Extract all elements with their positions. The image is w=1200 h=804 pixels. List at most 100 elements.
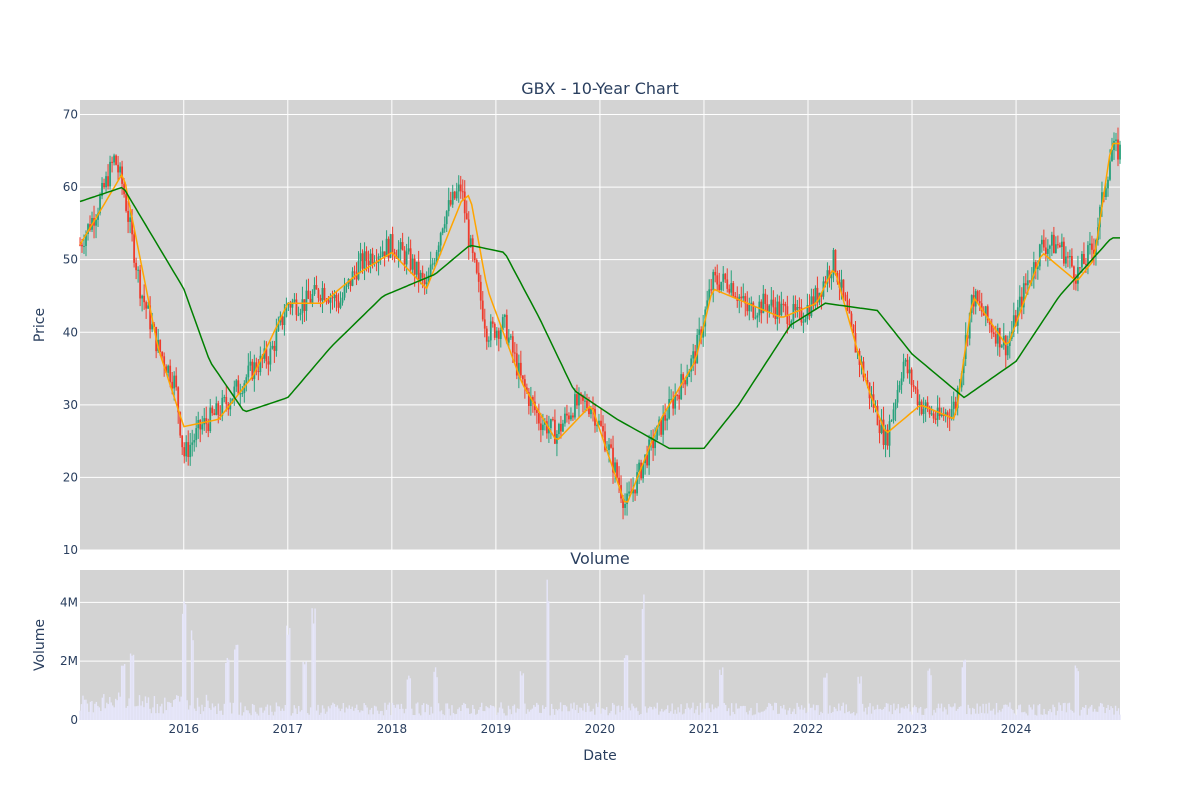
candle — [888, 414, 891, 458]
candle — [343, 277, 346, 301]
volume-bar — [588, 705, 590, 720]
candle — [145, 300, 148, 319]
volume-bar — [1104, 713, 1106, 720]
volume-bar — [95, 701, 98, 720]
candle — [760, 299, 763, 324]
volume-bar — [974, 713, 977, 720]
candle — [167, 364, 170, 379]
volume-bar — [754, 714, 757, 720]
volume-bar — [422, 703, 425, 720]
candle — [562, 419, 564, 433]
candle — [1091, 235, 1093, 263]
candle — [1087, 241, 1089, 275]
volume-bar — [1055, 715, 1057, 720]
volume-bar — [217, 703, 220, 720]
volume-bar — [295, 708, 297, 720]
volume-bar — [725, 704, 727, 720]
volume-bar — [976, 703, 978, 720]
volume-y-tick-label: 2M — [60, 654, 78, 668]
candle — [946, 410, 949, 428]
volume-bar — [178, 701, 181, 720]
volume-bar — [723, 703, 725, 720]
volume-bar — [420, 715, 422, 720]
volume-bar — [234, 649, 236, 720]
volume-bar — [204, 707, 206, 720]
volume-bar — [704, 708, 706, 720]
volume-bar — [842, 702, 844, 720]
candle — [776, 294, 779, 331]
volume-bar — [375, 706, 377, 720]
volume-bar — [570, 703, 572, 720]
volume-bar — [353, 710, 355, 720]
volume-bar — [232, 702, 234, 720]
volume-bar — [220, 710, 223, 720]
volume-bar — [208, 708, 211, 720]
candle — [381, 240, 384, 258]
candle — [634, 489, 636, 501]
volume-bar — [617, 705, 620, 720]
candle — [1044, 237, 1047, 262]
volume-bar — [783, 704, 785, 720]
volume-bar — [213, 707, 215, 720]
volume-bar — [524, 703, 526, 720]
candle — [906, 353, 909, 379]
volume-bar — [553, 714, 556, 720]
volume-bar — [158, 713, 160, 720]
volume-bar — [852, 712, 855, 720]
volume-bar — [882, 708, 885, 720]
candle — [185, 435, 188, 462]
volume-bar — [119, 696, 121, 720]
candle — [578, 387, 580, 419]
volume-bar — [649, 706, 651, 720]
volume-bar — [821, 713, 824, 720]
chart-title: GBX - 10-Year Chart — [521, 79, 678, 98]
volume-bar — [412, 715, 414, 720]
volume-bar — [1116, 710, 1118, 720]
volume-bar — [986, 713, 989, 720]
volume-bar — [803, 707, 806, 720]
volume-bar — [254, 711, 257, 720]
volume-bar — [257, 715, 260, 720]
volume-bar — [214, 706, 217, 720]
volume-bar — [174, 698, 176, 720]
volume-bar — [873, 709, 876, 720]
volume-bar — [891, 714, 894, 720]
candle — [574, 388, 576, 420]
volume-bar — [616, 706, 618, 720]
volume-bar — [324, 713, 327, 720]
volume-bar — [909, 711, 911, 720]
volume-bar — [115, 698, 117, 720]
candle — [229, 397, 232, 417]
volume-bar — [1034, 714, 1036, 720]
volume-bar — [689, 709, 691, 720]
price-y-tick-label: 30 — [63, 398, 78, 412]
volume-bar — [390, 715, 392, 720]
volume-bar — [1061, 710, 1063, 720]
candle — [790, 319, 793, 328]
volume-bar — [318, 714, 321, 720]
volume-bar — [658, 714, 660, 720]
volume-bar — [638, 714, 641, 720]
volume-bar — [675, 713, 678, 720]
volume-bar — [364, 705, 367, 720]
candle — [535, 407, 538, 424]
volume-bar — [564, 704, 566, 720]
price-y-tick-label: 10 — [63, 543, 78, 557]
volume-bar — [867, 706, 870, 720]
volume-bar — [210, 709, 212, 720]
volume-bar — [958, 706, 961, 720]
volume-bar — [561, 711, 563, 720]
candle — [271, 340, 274, 350]
candle — [237, 375, 240, 394]
candle — [401, 232, 404, 251]
volume-bar — [591, 711, 593, 720]
candle — [626, 482, 628, 516]
volume-bar — [483, 711, 486, 720]
volume-bar — [1038, 703, 1041, 720]
volume-bar — [759, 712, 761, 720]
volume-bar — [884, 707, 886, 720]
volume-bar — [1003, 704, 1005, 720]
candle — [191, 429, 194, 457]
volume-bar — [415, 703, 417, 720]
volume-bar — [116, 700, 118, 720]
